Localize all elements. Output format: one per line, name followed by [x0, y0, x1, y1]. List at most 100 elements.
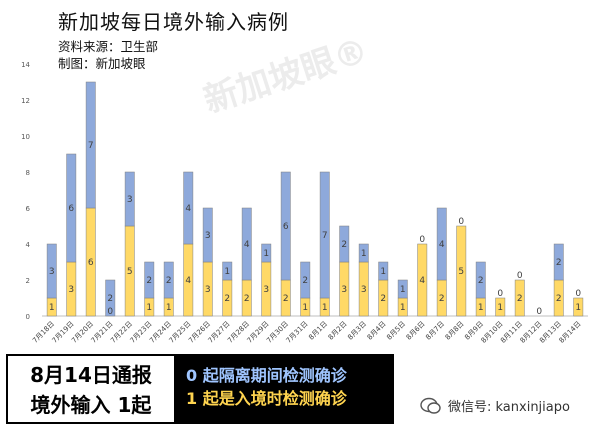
bar-blue — [124, 171, 135, 227]
x-tick-label: 8月6日 — [405, 320, 427, 342]
data-label-yellow: 5 — [127, 267, 133, 277]
bar-chart: 02468101214137月18日367月19日677月20日027月21日5… — [21, 61, 588, 345]
data-label-blue: 0 — [497, 289, 503, 299]
bar-blue — [339, 225, 350, 263]
y-tick-label: 0 — [26, 313, 30, 321]
y-tick-label: 14 — [21, 61, 30, 69]
legend-yellow: 1 起是入境时检测确诊 — [186, 389, 347, 408]
data-label-yellow: 1 — [497, 303, 503, 313]
data-label-blue: 2 — [107, 294, 113, 304]
data-label-blue: 2 — [556, 258, 562, 268]
data-label-yellow: 0 — [107, 307, 113, 317]
data-label-blue: 0 — [575, 289, 581, 299]
x-tick-label: 8月7日 — [424, 320, 446, 342]
x-tick-label: 8月1日 — [307, 320, 329, 342]
x-tick-label: 8月14日 — [558, 320, 583, 345]
report-date: 8月14日通报 — [30, 363, 152, 387]
data-label-blue: 2 — [166, 276, 172, 286]
data-label-blue: 1 — [263, 249, 269, 259]
data-label-yellow: 2 — [224, 294, 230, 304]
data-label-yellow: 2 — [244, 294, 250, 304]
y-tick-label: 12 — [21, 97, 30, 105]
data-label-blue: 0 — [458, 217, 464, 227]
data-label-yellow: 1 — [322, 303, 328, 313]
legend-box: 0 起隔离期间检测确诊 1 起是入境时检测确诊 — [176, 354, 394, 424]
data-label-yellow: 3 — [205, 285, 211, 295]
bar-blue — [222, 261, 233, 281]
bar-blue — [261, 243, 272, 263]
x-tick-label: 8月5日 — [385, 320, 407, 342]
data-label-yellow: 1 — [400, 303, 406, 313]
data-label-blue: 3 — [127, 195, 133, 205]
data-label-blue: 3 — [49, 267, 55, 277]
data-label-yellow: 4 — [185, 276, 191, 286]
data-label-yellow: 5 — [458, 267, 464, 277]
wechat-label: 微信号: kanxinjiapo — [448, 400, 570, 415]
data-label-blue: 6 — [68, 204, 74, 214]
data-label-yellow: 6 — [88, 258, 94, 268]
data-label-yellow: 2 — [380, 294, 386, 304]
y-tick-label: 6 — [26, 205, 31, 213]
data-label-yellow: 1 — [146, 303, 152, 313]
x-tick-label: 7月31日 — [285, 320, 310, 345]
data-label-blue: 3 — [205, 231, 211, 241]
report-count: 境外输入 1起 — [30, 393, 152, 417]
data-label-yellow: 2 — [283, 294, 289, 304]
data-label-blue: 4 — [244, 240, 250, 250]
bar-blue — [300, 261, 311, 299]
bar-blue — [46, 243, 57, 299]
data-label-yellow: 1 — [478, 303, 484, 313]
source-text: 资料来源：卫生部 — [58, 39, 159, 54]
bar-blue — [319, 171, 330, 299]
data-label-blue: 1 — [380, 267, 386, 277]
data-label-blue: 0 — [419, 235, 425, 245]
data-label-blue: 2 — [341, 240, 347, 250]
bar-blue — [378, 261, 389, 281]
bar-blue — [397, 279, 408, 299]
data-label-yellow: 3 — [68, 285, 74, 295]
wechat-id: 微信号: kanxinjiapo — [420, 396, 570, 415]
data-label-blue: 0 — [517, 271, 523, 281]
legend-blue: 0 起隔离期间检测确诊 — [186, 366, 347, 385]
data-label-blue: 6 — [283, 222, 289, 232]
x-tick-label: 8月4日 — [366, 320, 388, 342]
y-tick-label: 10 — [21, 133, 30, 141]
data-label-yellow: 2 — [517, 294, 523, 304]
data-label-yellow: 0 — [536, 307, 542, 317]
bar-blue — [105, 279, 116, 317]
data-label-yellow: 1 — [302, 303, 308, 313]
bar-yellow — [514, 279, 525, 317]
bar-yellow — [456, 225, 467, 317]
data-label-blue: 1 — [400, 285, 406, 295]
bar-blue — [163, 261, 174, 299]
bar-blue — [358, 243, 369, 263]
data-label-blue: 7 — [322, 231, 328, 241]
data-label-blue: 2 — [478, 276, 484, 286]
bar-blue — [241, 207, 252, 281]
bar-yellow — [573, 297, 584, 317]
bar-blue — [85, 81, 96, 209]
chart-title: 新加坡每日境外输入病例 — [58, 10, 289, 34]
data-label-yellow: 1 — [166, 303, 172, 313]
wechat-icon — [420, 397, 441, 414]
maker-text: 制图：新加坡眼 — [58, 56, 146, 71]
bar-blue — [475, 261, 486, 299]
bar-blue — [553, 243, 564, 281]
y-tick-label: 4 — [26, 241, 31, 249]
bar-blue — [436, 207, 447, 281]
data-label-yellow: 3 — [263, 285, 269, 295]
bar-blue — [144, 261, 155, 299]
data-label-yellow: 3 — [361, 285, 367, 295]
y-tick-label: 2 — [26, 277, 30, 285]
y-tick-label: 8 — [26, 169, 30, 177]
data-label-yellow: 2 — [556, 294, 562, 304]
data-label-blue: 1 — [361, 249, 367, 259]
bar-yellow — [417, 243, 428, 317]
data-label-blue: 7 — [88, 141, 94, 151]
x-tick-label: 8月2日 — [327, 320, 349, 342]
bar-blue — [280, 171, 291, 281]
x-tick-label: 8月3日 — [346, 320, 368, 342]
data-label-blue: 2 — [146, 276, 152, 286]
bar-blue — [66, 153, 77, 263]
data-label-blue: 1 — [224, 267, 230, 277]
